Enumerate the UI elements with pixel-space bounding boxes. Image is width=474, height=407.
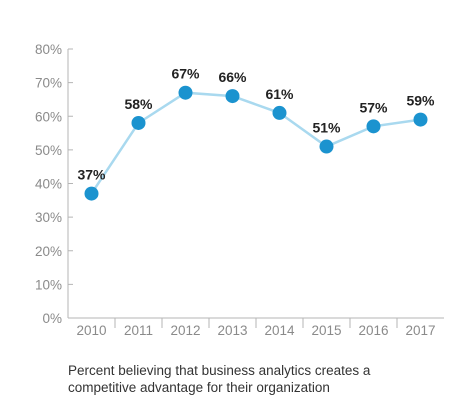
data-point [319,139,334,154]
y-axis: 0% 10% 20% 30% 40% 50% 60% 70% 80% [35,42,73,326]
series-line [90,91,421,195]
data-labels: 37% 58% 67% 66% 61% 51% 57% 59% [77,66,435,183]
data-label: 37% [77,167,106,183]
chart-caption: Percent believing that business analytic… [68,363,371,395]
data-point [131,115,146,130]
data-point [178,85,193,100]
data-point [84,186,99,201]
data-label: 57% [359,99,388,115]
x-tick-label: 2016 [358,323,388,338]
y-tick-label: 70% [35,76,62,91]
x-tick-label: 2015 [311,323,341,338]
data-label: 61% [265,86,294,102]
x-tick-label: 2017 [405,323,435,338]
data-label: 59% [406,93,435,109]
data-point [225,89,240,104]
x-axis: 2010 2011 2012 2013 2014 2015 2016 2017 [76,318,436,338]
y-tick-label: 10% [35,277,62,292]
x-tick-label: 2010 [76,323,106,338]
data-point [413,112,428,127]
axes [67,49,444,319]
data-label: 66% [218,69,247,85]
series [84,85,428,201]
y-tick-label: 30% [35,210,62,225]
data-point [272,105,287,120]
y-tick-label: 40% [35,177,62,192]
y-tick-label: 20% [35,244,62,259]
line-chart: 0%10%20%30%40%50%60%70%80% 2010 2011 2012 2… [35,42,444,338]
y-tick-label: 60% [35,109,62,124]
data-label: 51% [312,120,341,136]
y-tick-label: 0% [42,311,62,326]
x-tick-label: 2012 [170,323,200,338]
x-tick-label: 2011 [124,323,153,338]
y-tick-label: 50% [35,143,62,158]
data-label: 58% [124,96,153,112]
x-tick-label: 2014 [264,323,295,338]
x-tick-label: 2013 [217,323,247,338]
data-label: 67% [171,66,200,82]
y-tick-label: 80% [35,42,62,57]
data-point [366,119,381,134]
